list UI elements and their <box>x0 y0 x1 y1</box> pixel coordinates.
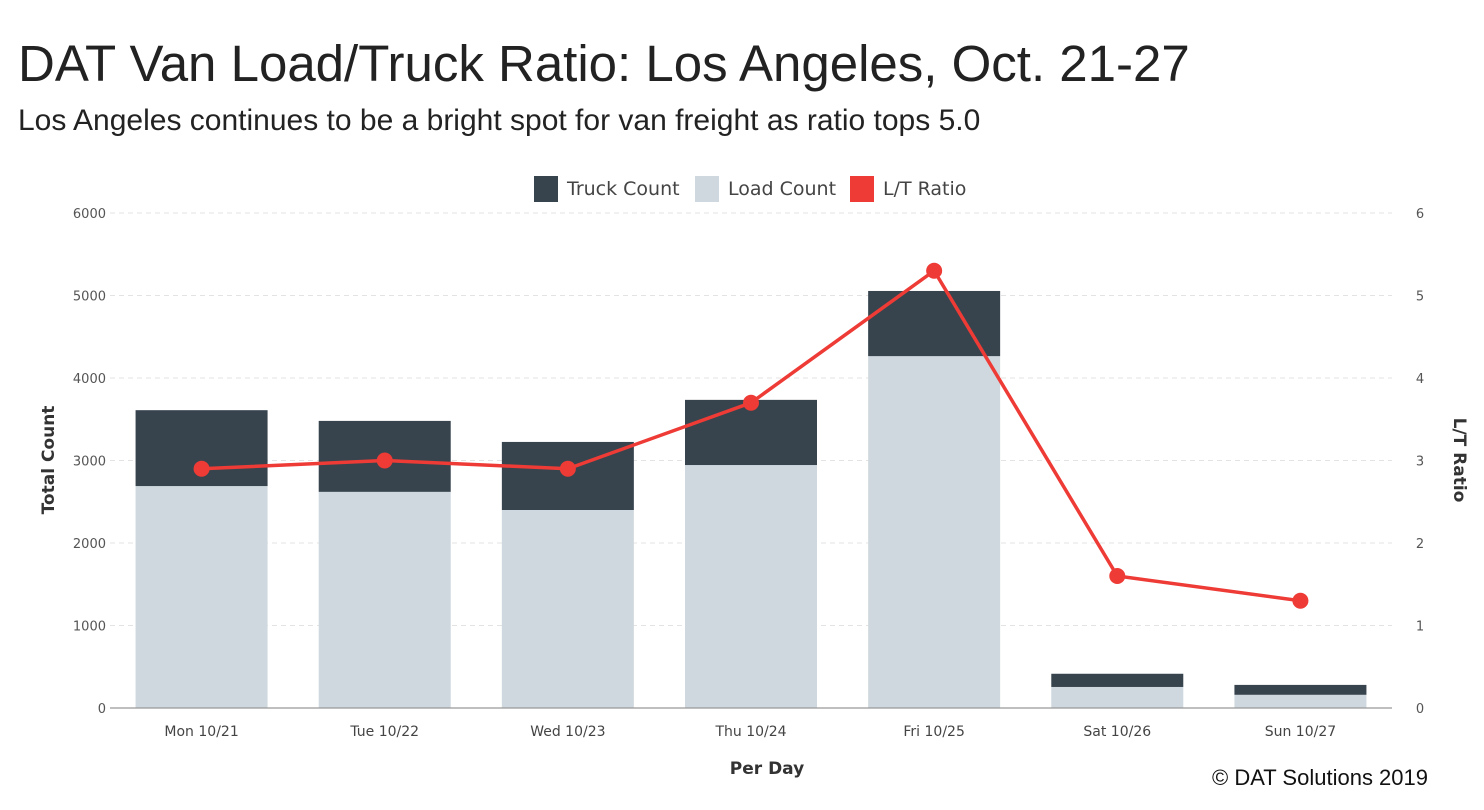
y-tick-label: 2000 <box>73 537 106 552</box>
y-tick-label: 6000 <box>73 207 106 222</box>
point-lt-ratio <box>1109 568 1126 584</box>
legend-label: Load Count <box>728 178 836 200</box>
copyright: © DAT Solutions 2019 <box>1212 765 1428 790</box>
legend-swatch <box>850 176 874 202</box>
chart-title: DAT Van Load/Truck Ratio: Los Angeles, O… <box>18 35 1190 92</box>
y2-axis-label: L/T Ratio <box>1449 418 1469 503</box>
y2-tick-label: 4 <box>1416 372 1424 387</box>
legend-label: L/T Ratio <box>883 178 966 200</box>
x-tick-label: Thu 10/24 <box>714 724 786 740</box>
y-tick-label: 4000 <box>73 372 106 387</box>
point-lt-ratio <box>193 460 210 477</box>
x-axis-label: Per Day <box>730 759 804 779</box>
x-tick-label: Wed 10/23 <box>530 724 605 740</box>
point-lt-ratio <box>926 262 943 279</box>
bar-truck-count <box>1051 673 1184 687</box>
bar-load-count <box>1234 694 1367 708</box>
y-tick-label: 0 <box>98 702 106 717</box>
y-tick-label: 1000 <box>73 620 106 635</box>
y2-tick-label: 0 <box>1416 702 1424 717</box>
y2-tick-label: 3 <box>1416 455 1424 470</box>
bar-truck-count <box>1234 684 1367 695</box>
legend-swatch <box>534 176 558 202</box>
y-axis-label: Total Count <box>39 406 59 515</box>
bar-load-count <box>135 486 268 708</box>
legend-label: Truck Count <box>566 178 680 200</box>
bar-load-count <box>501 510 634 708</box>
y-tick-label: 5000 <box>73 290 106 305</box>
y-tick-label: 3000 <box>73 455 106 470</box>
point-lt-ratio <box>559 460 576 477</box>
point-lt-ratio <box>743 394 759 411</box>
y2-tick-label: 5 <box>1416 290 1424 305</box>
legend-swatch <box>695 176 719 202</box>
chart-subtitle: Los Angeles continues to be a bright spo… <box>18 104 981 137</box>
bar-load-count <box>318 491 451 708</box>
y2-tick-label: 6 <box>1416 207 1424 222</box>
y2-tick-label: 1 <box>1416 620 1424 635</box>
bar-load-count <box>868 356 1001 708</box>
x-tick-label: Sat 10/26 <box>1083 724 1151 740</box>
bar-load-count <box>685 465 817 708</box>
bar-load-count <box>1051 686 1184 708</box>
point-lt-ratio <box>376 452 393 469</box>
x-tick-label: Mon 10/21 <box>164 724 238 740</box>
x-tick-label: Fri 10/25 <box>903 724 964 740</box>
point-lt-ratio <box>1292 592 1309 609</box>
x-tick-label: Tue 10/22 <box>349 724 419 740</box>
y2-tick-label: 2 <box>1416 537 1424 552</box>
x-tick-label: Sun 10/27 <box>1265 724 1336 740</box>
